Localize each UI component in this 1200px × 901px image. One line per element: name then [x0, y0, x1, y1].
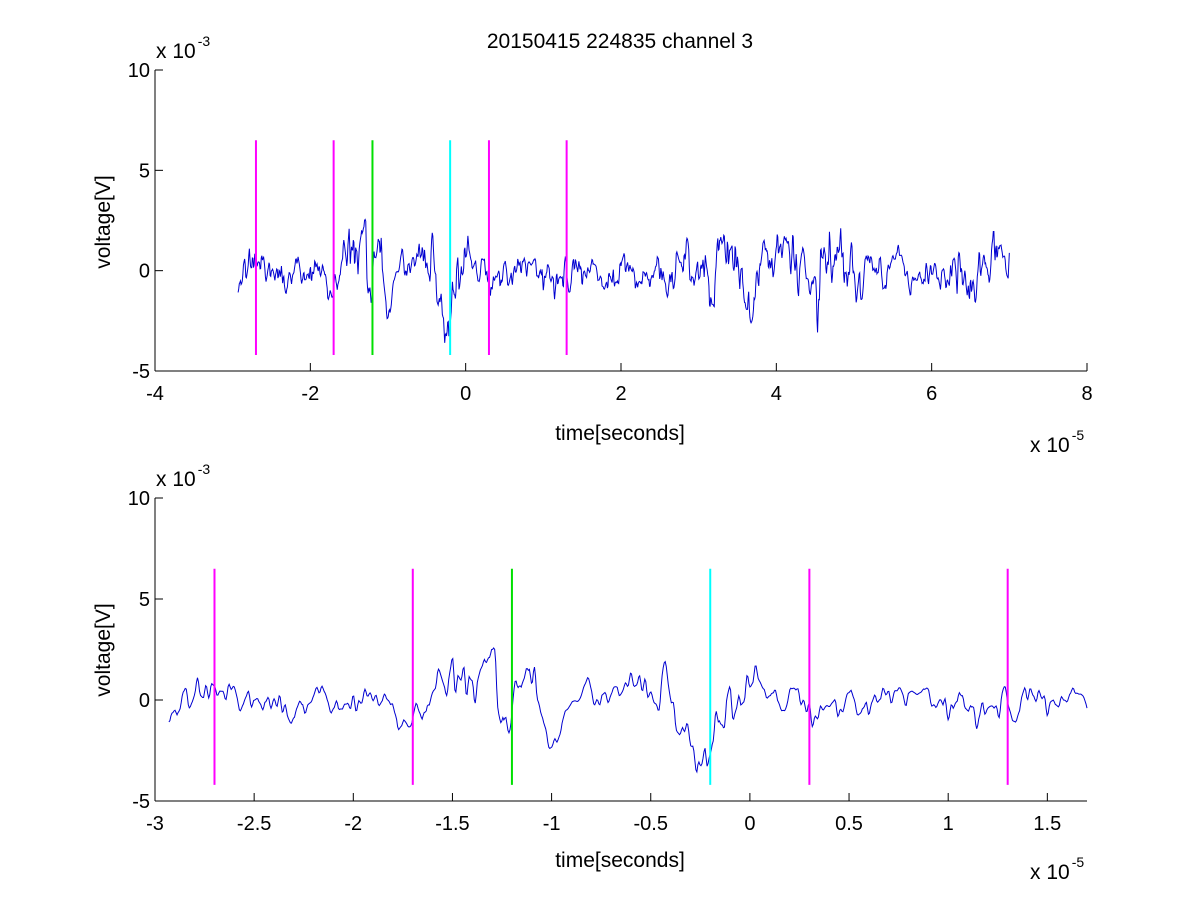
y-axis-label-top: voltage[V] [92, 175, 115, 268]
chart-bottom: -3 -2.5 -2 -1.5 -1 -0.5 0 0.5 1 1.5 -5 0 5 10 time[se… [92, 461, 1088, 884]
x-tick-label: 8 [1081, 383, 1092, 405]
y-exponent-bottom: x 10 -3 [156, 461, 210, 491]
y-exponent-top: x 10 -3 [156, 33, 210, 63]
x-tick-label: -2 [344, 813, 362, 835]
y-tick-label: 0 [139, 690, 150, 712]
x-tick-label: -2.5 [237, 813, 271, 835]
y-tick-label: 5 [139, 589, 150, 611]
plot-area-bottom: -3 -2.5 -2 -1.5 -1 -0.5 0 0.5 1 1.5 -5 0 5 10 [128, 488, 1088, 835]
y-tick-label: -5 [132, 791, 150, 813]
x-tick-label: 0 [744, 813, 755, 835]
x-tick-label: 1.5 [1033, 813, 1061, 835]
y-axis-label-bottom: voltage[V] [92, 603, 115, 696]
x-tick-label: 1 [943, 813, 954, 835]
plot-background [155, 498, 1087, 801]
x-axis-label-bottom: time[seconds] [555, 849, 685, 872]
chart-title: 20150415 224835 channel 3 [487, 30, 753, 53]
signal-series-line [168, 647, 1088, 774]
x-tick-label: -1.5 [435, 813, 469, 835]
x-exponent-bottom: x 10 -5 [1030, 854, 1084, 884]
chart-top: 20150415 224835 channel 3 -4 -2 0 2 4 6 8 -5 0 5 1… [92, 30, 1093, 457]
y-tick-label: 10 [128, 488, 150, 510]
x-tick-label: 0.5 [835, 813, 863, 835]
y-tick-label: -5 [132, 361, 150, 383]
x-tick-label: 0 [460, 383, 471, 405]
x-axis-label-top: time[seconds] [555, 422, 685, 445]
x-tick-label: 2 [615, 383, 626, 405]
x-tick-label: -1 [543, 813, 561, 835]
signal-series-line [237, 218, 1010, 343]
x-tick-label: 4 [771, 383, 782, 405]
y-tick-label: 0 [139, 261, 150, 283]
y-tick-label: 10 [128, 60, 150, 82]
plot-area-top: -4 -2 0 2 4 6 8 -5 0 5 10 [128, 60, 1093, 405]
x-exponent-top: x 10 -5 [1030, 427, 1084, 457]
x-tick-label: 6 [926, 383, 937, 405]
y-tick-label: 5 [139, 160, 150, 182]
x-tick-label: -2 [301, 383, 319, 405]
x-tick-label: -0.5 [634, 813, 668, 835]
plot-background [155, 70, 1087, 371]
x-tick-label: -4 [146, 383, 164, 405]
x-tick-label: -3 [146, 813, 164, 835]
